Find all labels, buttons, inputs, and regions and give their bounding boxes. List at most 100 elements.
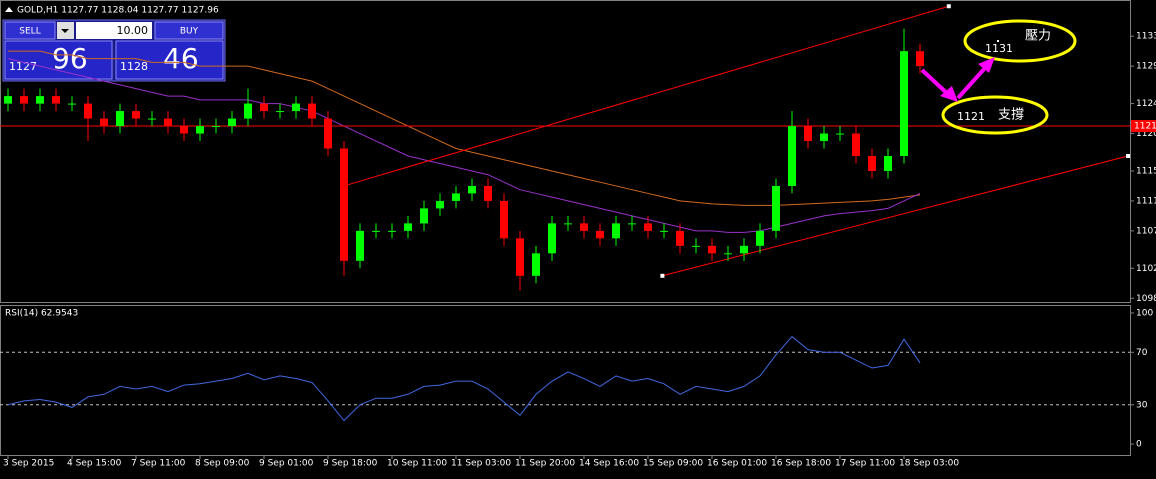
buy-price-box[interactable]: [115, 40, 224, 80]
x-tick-label: 3 Sep 2015: [3, 459, 54, 469]
trend-line: [662, 155, 1129, 277]
candle-body: [836, 133, 844, 135]
x-tick-label: 15 Sep 09:00: [643, 459, 703, 469]
trade-panel: SELL 10.00 BUY 1127 96 1128 46: [2, 19, 226, 82]
bid-big: 1127: [9, 60, 37, 73]
candle-body: [420, 208, 428, 224]
x-tick-label: 17 Sep 11:00: [835, 459, 895, 469]
candle-body: [324, 118, 332, 149]
y-tick-label: 1102: [1136, 264, 1156, 274]
candle-body: [708, 245, 716, 254]
sell-button[interactable]: [4, 21, 56, 40]
candle-body: [612, 223, 620, 239]
x-tick-label: 16 Sep 18:00: [771, 459, 831, 469]
y-tick-label: 1129: [1136, 62, 1156, 72]
candle-body: [868, 155, 876, 171]
candle-body: [180, 126, 188, 134]
support-ellipse: [941, 95, 1049, 135]
sell-price-box[interactable]: [4, 40, 113, 80]
candle-body: [228, 118, 236, 127]
candle-body: [740, 245, 748, 254]
candle-body: [244, 103, 252, 119]
candle-body: [52, 96, 60, 104]
candle-body: [276, 111, 284, 113]
x-tick-label: 9 Sep 18:00: [323, 459, 378, 469]
candle-body: [692, 245, 700, 247]
candle-body: [452, 193, 460, 201]
y-tick-label: 1098: [1136, 294, 1156, 304]
candle-body: [84, 103, 92, 119]
arrow-head: [940, 86, 958, 102]
resistance-text: 壓力: [1025, 29, 1051, 44]
candle-body: [468, 185, 476, 194]
candle-body: [548, 223, 556, 254]
candle-body: [292, 103, 300, 112]
candle-body: [404, 223, 412, 231]
x-tick-label: 4 Sep 15:00: [67, 459, 122, 469]
resistance-ellipse: [963, 19, 1077, 63]
candle-body: [516, 238, 524, 276]
candle-body: [132, 111, 140, 119]
candle-body: [20, 96, 28, 104]
candle-body: [340, 148, 348, 261]
annotations: 1131 壓力 1121 支撐: [920, 19, 1077, 135]
lots-value: 10.00: [117, 24, 149, 37]
candle-body: [308, 103, 316, 119]
spinner-arrow: [61, 29, 69, 33]
support-text: 支撐: [998, 108, 1024, 123]
price-tag: [1131, 120, 1156, 133]
candle-body: [164, 118, 172, 127]
candle-body: [388, 230, 396, 232]
x-tick-label: 7 Sep 11:00: [131, 459, 186, 469]
y-tick-label: 70: [1136, 348, 1148, 358]
y-tick-label: 1133: [1136, 32, 1156, 42]
y-tick-label: 0: [1136, 440, 1142, 450]
candle-body: [196, 126, 204, 134]
price-tag-label: 1121: [1134, 122, 1156, 132]
ask-big: 1128: [120, 60, 148, 73]
rsi-line: [7, 335, 921, 422]
x-tick-label: 11 Sep 20:00: [515, 459, 575, 469]
candle-body: [772, 185, 780, 231]
candle-body: [596, 230, 604, 239]
candle-body: [676, 230, 684, 246]
candle-body: [820, 133, 828, 142]
x-tick-label: 8 Sep 09:00: [195, 459, 250, 469]
chart-header: GOLD,H1 1127.77 1128.04 1127.77 1127.96: [17, 6, 219, 16]
candle-body: [916, 51, 924, 67]
y-tick-label: 100: [1136, 308, 1153, 318]
candle-body: [628, 223, 636, 225]
x-tick-label: 10 Sep 11:00: [387, 459, 447, 469]
support-price: 1121: [957, 110, 985, 123]
x-tick-label: 14 Sep 16:00: [579, 459, 639, 469]
x-tick-label: 9 Sep 01:00: [259, 459, 314, 469]
ask-small: 46: [163, 42, 199, 75]
candle-body: [532, 253, 540, 276]
y-tick-label: 1115: [1136, 166, 1156, 176]
candle-body: [212, 126, 220, 128]
moving-average: [7, 58, 921, 233]
candle-body: [644, 223, 652, 231]
resistance-price: 1131: [985, 42, 1013, 55]
trend-line: [343, 5, 949, 187]
lots-field[interactable]: [76, 22, 152, 39]
rsi-pane-border: [0, 305, 1131, 456]
candle-body: [852, 133, 860, 156]
buy-button[interactable]: [154, 21, 224, 40]
candle-body: [484, 185, 492, 201]
x-tick-label: 18 Sep 03:00: [899, 459, 959, 469]
candle-body: [900, 51, 908, 156]
candle-body: [4, 96, 12, 104]
candle-body: [660, 230, 668, 232]
bid-small: 96: [52, 42, 88, 75]
arrow-head: [978, 57, 995, 73]
trend-anchor: [946, 4, 951, 9]
candle-body: [436, 200, 444, 209]
candle-body: [724, 253, 732, 255]
buy-label: BUY: [180, 27, 199, 37]
header-icon: [5, 7, 13, 12]
candle-body: [884, 155, 892, 171]
candle-body: [148, 118, 156, 120]
